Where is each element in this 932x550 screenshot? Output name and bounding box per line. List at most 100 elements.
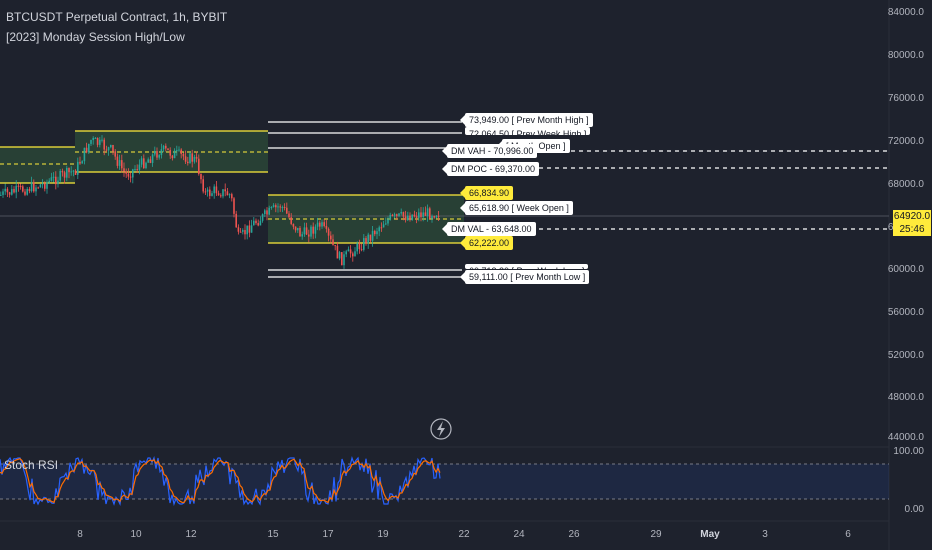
candle-body (101, 139, 103, 141)
price-tick: 44000.0 (887, 432, 924, 443)
candle-body (191, 153, 193, 162)
candle-body (154, 151, 156, 155)
candle-body (316, 222, 319, 227)
candle-body (330, 235, 332, 240)
candle-body (413, 214, 416, 217)
candle-body (112, 144, 114, 152)
candle-body (314, 226, 317, 234)
candle-body (393, 214, 396, 216)
candle-body (248, 225, 251, 233)
candle-body (253, 220, 255, 226)
candle-body (74, 170, 77, 175)
session-high-label: 66,834.90 (459, 186, 514, 200)
candle-body (257, 223, 259, 226)
time-tick: 10 (130, 529, 142, 540)
chart-title: BTCUSDT Perpetual Contract, 1h, BYBIT (6, 10, 228, 24)
candle-body (363, 238, 365, 250)
price-tick: 60000.0 (887, 264, 924, 275)
candle-body (173, 150, 176, 159)
candle-body (180, 149, 182, 154)
time-tick: 24 (513, 529, 525, 540)
candle-body (415, 216, 418, 218)
candle-body (418, 212, 420, 218)
price-tick: 84000.0 (887, 7, 924, 18)
candle-body (19, 186, 22, 188)
time-tick: 3 (762, 529, 768, 540)
candle-body (81, 161, 83, 164)
stoch-d-line (0, 458, 441, 504)
candle-body (50, 177, 53, 181)
candle-body (365, 238, 367, 244)
candle-body (231, 194, 233, 199)
candle-body (151, 154, 154, 163)
candle-body (259, 220, 262, 226)
candle-body (44, 183, 46, 189)
candle-body (13, 189, 15, 193)
candle-body (46, 182, 48, 189)
candle-body (352, 253, 354, 257)
prev-week-low-label: 60,713.20 [ Prev Week Low ] (465, 264, 589, 269)
candle-body (354, 251, 356, 257)
week-open-label: 65,618.90 [ Week Open ] (460, 201, 573, 215)
indicator-title[interactable]: [2023] Monday Session High/Low (6, 30, 185, 44)
session-box-2 (75, 131, 268, 172)
candle-body (213, 186, 215, 194)
dm-poc-label: DM POC - 69,370.00 (441, 162, 540, 176)
candle-body (147, 159, 149, 163)
candle-body (156, 151, 158, 158)
prev-month-low-label: 59,111.00 [ Prev Month Low ] (459, 270, 590, 284)
candle-body (281, 206, 284, 208)
candle-body (297, 227, 299, 231)
candle-body (63, 172, 66, 178)
price-tick: 80000.0 (887, 50, 924, 61)
candle-body (239, 231, 242, 233)
candle-body (6, 188, 9, 193)
candle-body (110, 144, 112, 148)
candle-body (235, 213, 237, 228)
candle-body (283, 206, 286, 208)
candle-body (266, 210, 268, 215)
candle-body (407, 215, 409, 221)
candle-body (224, 189, 226, 192)
candle-body (385, 223, 387, 225)
candle-body (310, 226, 312, 237)
candle-body (77, 161, 79, 175)
candle-body (136, 169, 138, 171)
candle-body (189, 153, 191, 164)
candle-body (59, 170, 61, 181)
stoch-rsi-title[interactable]: Stoch RSI (4, 458, 59, 472)
candle-body (327, 228, 330, 236)
candle-body (85, 147, 88, 153)
candle-body (92, 137, 94, 140)
candle-body (72, 170, 75, 172)
time-tick: 22 (458, 529, 470, 540)
candle-body (26, 188, 28, 195)
candle-body (382, 224, 385, 228)
candle-body (237, 227, 240, 232)
candle-body (66, 167, 68, 178)
candle-body (11, 189, 13, 195)
candle-body (435, 215, 438, 218)
candle-body (88, 143, 90, 153)
candle-body (341, 252, 343, 266)
candle-body (290, 217, 292, 224)
candle-body (202, 179, 204, 192)
candle-body (143, 158, 145, 169)
candle-body (160, 149, 163, 156)
candle-body (294, 226, 297, 231)
candle-body (424, 212, 427, 216)
candle-body (94, 137, 97, 139)
candle-body (228, 194, 231, 196)
candle-body (242, 230, 244, 232)
candle-body (217, 193, 220, 196)
lightning-icon[interactable] (430, 418, 452, 440)
candle-body (308, 234, 310, 237)
candle-body (270, 206, 273, 208)
candle-body (211, 193, 213, 196)
candle-body (376, 231, 378, 235)
session-low-label: 62,222.00 (459, 236, 514, 250)
candle-body (33, 182, 35, 192)
candle-body (125, 171, 127, 174)
candle-body (52, 176, 55, 178)
